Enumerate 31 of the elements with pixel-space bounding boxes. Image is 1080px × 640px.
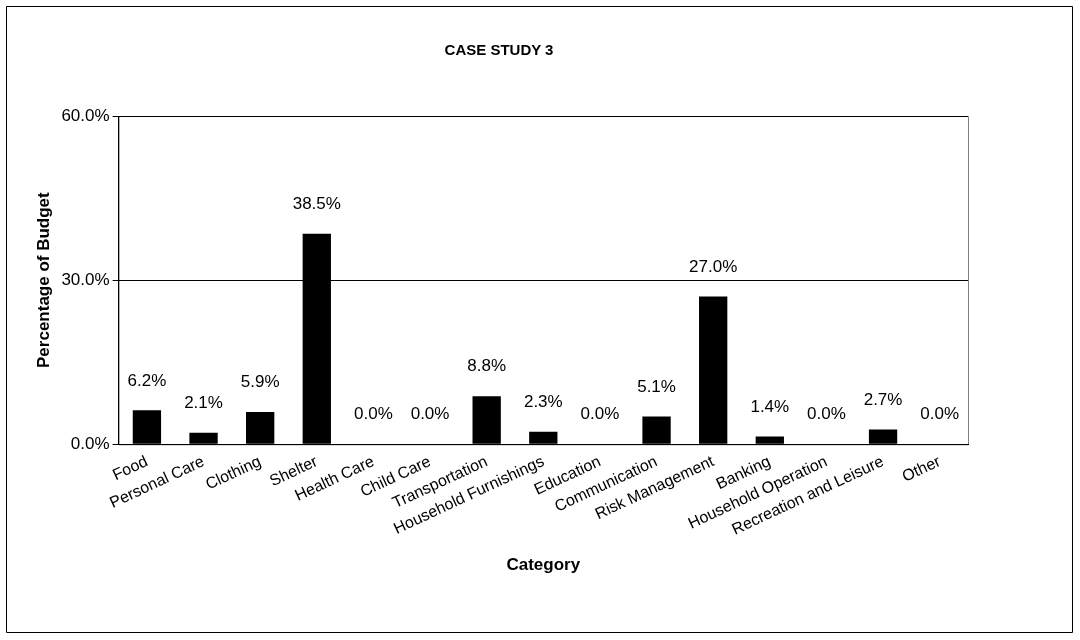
bar [699, 296, 728, 444]
data-label: 0.0% [920, 404, 960, 424]
bar [246, 412, 275, 444]
x-axis-title: Category [506, 555, 581, 575]
chart-title: CASE STUDY 3 [444, 41, 554, 59]
y-axis-title: Percentage of Budget [33, 191, 53, 368]
bar [755, 436, 784, 444]
data-label: 5.9% [240, 372, 280, 392]
bar [642, 416, 671, 444]
bar [132, 410, 162, 444]
data-label: 1.4% [750, 396, 790, 416]
data-label: 8.8% [467, 356, 507, 376]
y-tick-label: 0.0% [70, 433, 110, 453]
data-label: 0.0% [354, 404, 393, 424]
data-label: 2.7% [863, 389, 903, 409]
data-label: 0.0% [807, 404, 846, 424]
x-tick-label: Other [899, 452, 944, 485]
bar [868, 429, 898, 444]
data-label: 5.1% [637, 376, 676, 396]
bar [189, 432, 218, 444]
bar [529, 431, 558, 444]
data-label: 38.5% [292, 193, 341, 213]
data-label: 0.0% [410, 404, 450, 424]
data-label: 6.2% [127, 370, 167, 390]
y-tick-label: 30.0% [61, 269, 110, 289]
bar [472, 396, 501, 444]
data-label: 2.1% [184, 392, 223, 412]
data-label: 0.0% [580, 404, 620, 424]
data-label: 27.0% [689, 256, 738, 276]
y-tick-label: 60.0% [61, 105, 110, 125]
data-label: 2.3% [523, 391, 563, 411]
